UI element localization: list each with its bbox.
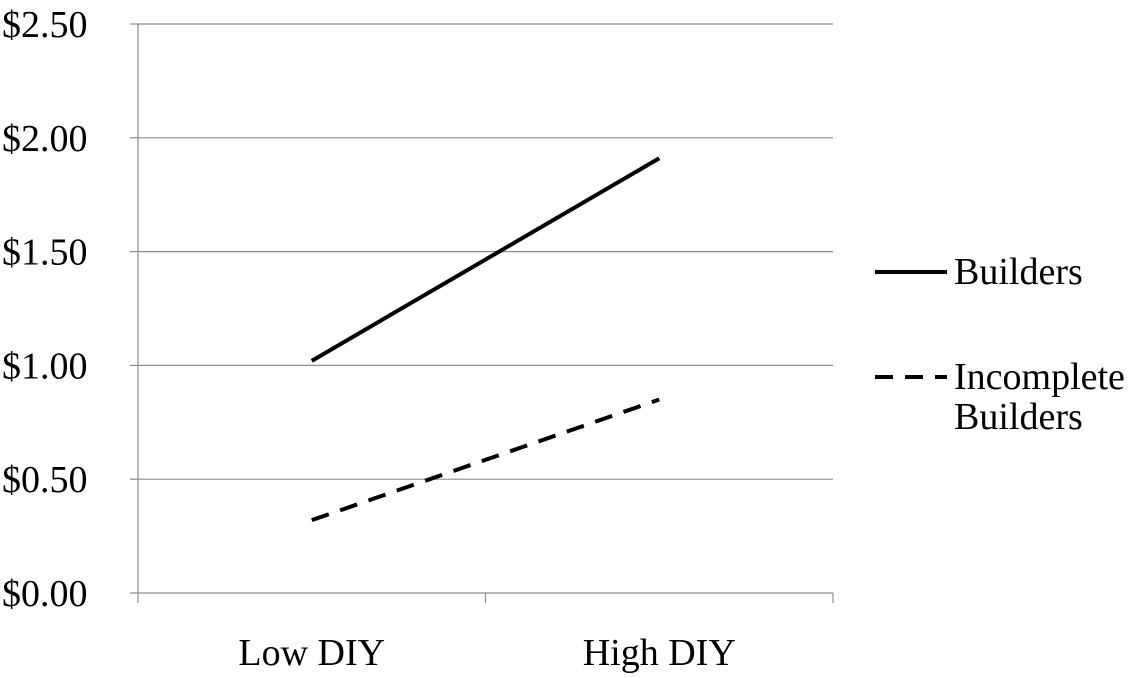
- y-axis-tick-labels: $0.00 $0.50 $1.00 $1.50 $2.00 $2.50: [2, 4, 88, 615]
- legend-label: Incomplete: [954, 356, 1125, 398]
- x-category-label: High DIY: [583, 632, 736, 673]
- series-line-1: [312, 400, 660, 521]
- y-tick-label: $0.00: [2, 573, 88, 615]
- series-line-0: [312, 158, 660, 361]
- y-tick-label: $2.00: [2, 118, 88, 160]
- x-category-label: Low DIY: [238, 632, 385, 673]
- y-tick-label: $2.50: [2, 4, 88, 46]
- legend-label: Builders: [954, 396, 1083, 438]
- y-tick-label: $0.50: [2, 459, 88, 501]
- y-tick-label: $1.00: [2, 345, 88, 387]
- y-tick-label: $1.50: [2, 232, 88, 274]
- legend-label: Builders: [954, 251, 1083, 293]
- axes: [130, 24, 833, 603]
- gridlines: [138, 24, 833, 479]
- x-axis-category-labels: Low DIY High DIY: [238, 632, 735, 673]
- series-lines: [312, 158, 660, 520]
